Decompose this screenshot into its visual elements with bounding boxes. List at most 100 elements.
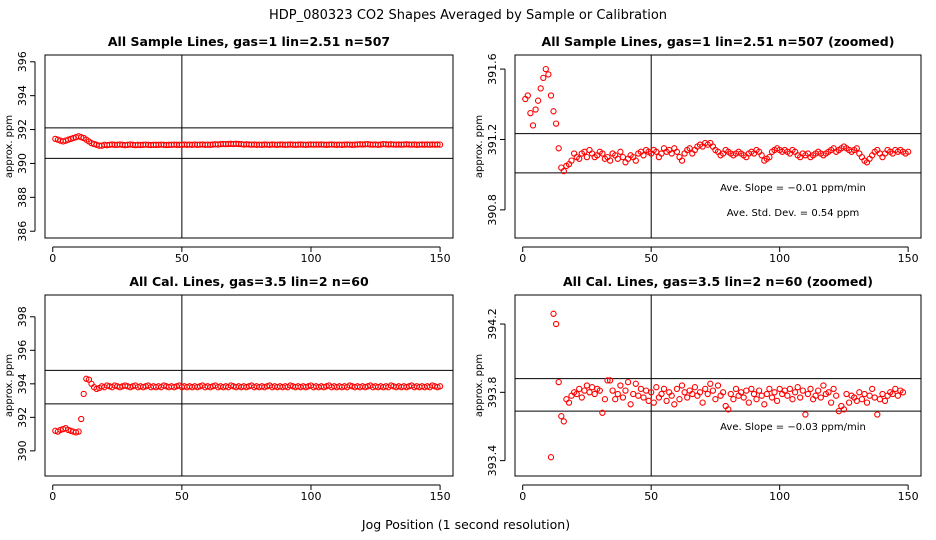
data-point bbox=[583, 153, 591, 161]
data-point bbox=[588, 384, 596, 391]
data-point bbox=[555, 145, 562, 152]
data-point bbox=[599, 409, 606, 416]
data-point bbox=[640, 394, 647, 401]
data-point bbox=[691, 384, 699, 391]
data-point bbox=[719, 389, 727, 396]
panel-title: All Cal. Lines, gas=3.5 lin=2 n=60 (zoom… bbox=[563, 274, 873, 289]
y-tick-label: 390.8 bbox=[486, 194, 499, 226]
chart-panel-4: All Cal. Lines, gas=3.5 lin=2 n=60 (zoom… bbox=[474, 274, 922, 503]
data-point bbox=[866, 392, 873, 399]
stat-annotation: Ave. Std. Dev. = 0.54 ppm bbox=[727, 208, 859, 219]
data-point bbox=[881, 397, 889, 405]
chart-panel-1: All Sample Lines, gas=1 lin=2.51 n=507 0 5… bbox=[4, 34, 454, 265]
panels-group: All Sample Lines, gas=1 lin=2.51 n=507 0 5… bbox=[4, 34, 922, 503]
data-point bbox=[606, 377, 614, 384]
data-point bbox=[845, 399, 853, 406]
chart-panel-3: All Cal. Lines, gas=3.5 lin=2 n=60 0 50 100… bbox=[4, 274, 454, 503]
x-tick-label: 0 bbox=[49, 490, 56, 503]
data-series bbox=[547, 310, 907, 461]
data-point bbox=[72, 429, 80, 436]
data-point bbox=[624, 378, 632, 386]
x-tick-label: 100 bbox=[300, 490, 321, 503]
data-point bbox=[529, 122, 537, 129]
y-tick-label: 391.6 bbox=[486, 53, 499, 85]
data-point bbox=[791, 389, 799, 396]
data-point bbox=[552, 320, 560, 328]
data-point bbox=[637, 385, 645, 393]
data-point bbox=[573, 390, 580, 398]
data-point bbox=[663, 397, 670, 405]
data-point bbox=[699, 399, 706, 406]
data-point bbox=[617, 382, 624, 389]
y-tick-label: 390 bbox=[16, 153, 29, 174]
data-point bbox=[630, 390, 637, 398]
data-point bbox=[712, 396, 719, 403]
data-point bbox=[673, 148, 681, 155]
y-tick-label: 388 bbox=[16, 187, 29, 208]
data-series bbox=[52, 133, 444, 149]
data-point bbox=[905, 148, 912, 155]
data-point bbox=[586, 389, 593, 396]
data-point bbox=[879, 390, 886, 398]
data-point bbox=[812, 392, 819, 399]
plot-frame bbox=[514, 294, 922, 477]
figure-x-axis-label: Jog Position (1 second resolution) bbox=[361, 517, 570, 532]
y-tick-label: 394.2 bbox=[486, 308, 499, 340]
data-point bbox=[642, 387, 650, 394]
data-point bbox=[856, 389, 863, 396]
x-tick-label: 100 bbox=[769, 252, 790, 265]
data-point bbox=[817, 394, 824, 401]
data-point bbox=[565, 399, 573, 406]
data-point bbox=[766, 153, 773, 161]
y-tick-label: 393.8 bbox=[486, 377, 499, 409]
data-point bbox=[696, 389, 704, 396]
data-point bbox=[537, 85, 544, 92]
panel-title: All Sample Lines, gas=1 lin=2.51 n=507 bbox=[108, 34, 390, 49]
data-series bbox=[522, 65, 912, 175]
data-point bbox=[802, 411, 809, 418]
data-point bbox=[771, 389, 778, 396]
y-tick-label: 393.4 bbox=[486, 445, 499, 477]
data-point bbox=[858, 396, 866, 403]
y-tick-label: 394 bbox=[16, 85, 29, 106]
plot-frame bbox=[514, 54, 922, 239]
y-tick-label: 392 bbox=[16, 119, 29, 140]
panel-title: All Cal. Lines, gas=3.5 lin=2 n=60 bbox=[129, 274, 369, 289]
data-point bbox=[725, 406, 732, 413]
data-point bbox=[768, 394, 776, 401]
data-point bbox=[702, 385, 709, 393]
data-point bbox=[743, 387, 750, 394]
data-point bbox=[570, 150, 578, 157]
data-point bbox=[678, 157, 686, 164]
data-point bbox=[853, 145, 860, 152]
x-tick-label: 50 bbox=[175, 490, 189, 503]
data-point bbox=[606, 157, 614, 164]
data-point bbox=[622, 387, 629, 394]
y-axis-label: approx. ppm bbox=[474, 354, 485, 417]
data-point bbox=[745, 399, 752, 406]
data-point bbox=[804, 390, 812, 398]
stat-annotation: Ave. Slope = −0.03 ppm/min bbox=[720, 422, 866, 433]
data-point bbox=[874, 411, 881, 418]
data-point bbox=[784, 392, 791, 399]
data-point bbox=[527, 109, 534, 117]
data-point bbox=[707, 380, 714, 387]
data-point bbox=[83, 375, 90, 382]
data-point bbox=[714, 382, 722, 389]
data-point bbox=[609, 387, 616, 394]
data-point bbox=[550, 108, 557, 115]
data-point bbox=[684, 394, 691, 401]
data-point bbox=[619, 394, 627, 401]
data-point bbox=[825, 389, 832, 396]
data-point bbox=[863, 399, 871, 406]
data-point bbox=[840, 406, 848, 413]
data-point bbox=[640, 152, 647, 159]
data-point bbox=[786, 385, 794, 393]
x-tick-label: 150 bbox=[898, 252, 919, 265]
x-tick-label: 0 bbox=[49, 252, 56, 265]
data-point bbox=[892, 385, 899, 393]
data-point bbox=[619, 153, 627, 161]
panel-title: All Sample Lines, gas=1 lin=2.51 n=507 (… bbox=[542, 34, 895, 49]
figure-title: HDP_080323 CO2 Shapes Averaged by Sample… bbox=[269, 8, 667, 23]
data-point bbox=[833, 392, 840, 399]
